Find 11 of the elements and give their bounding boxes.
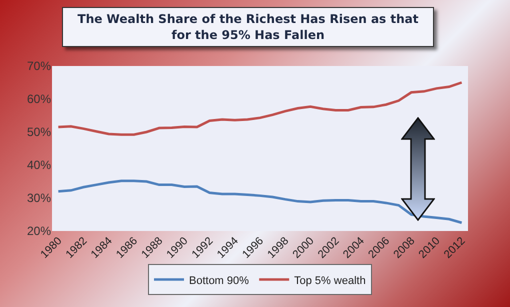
- y-tick-label: 60%: [26, 92, 52, 106]
- y-tick-label: 70%: [26, 59, 52, 74]
- chart-title: The Wealth Share of the Richest Has Risen as that for the 95% Has Fallen: [62, 7, 434, 47]
- y-tick-label: 30%: [26, 191, 52, 206]
- line-series: [57, 81, 463, 136]
- legend-label: Bottom 90%: [189, 274, 250, 287]
- legend-label: Top 5% wealth: [294, 274, 366, 287]
- y-tick-label: 50%: [26, 125, 52, 140]
- line-series: [57, 180, 463, 224]
- y-tick-label: 40%: [26, 158, 52, 172]
- y-tick-label: 20%: [26, 224, 52, 238]
